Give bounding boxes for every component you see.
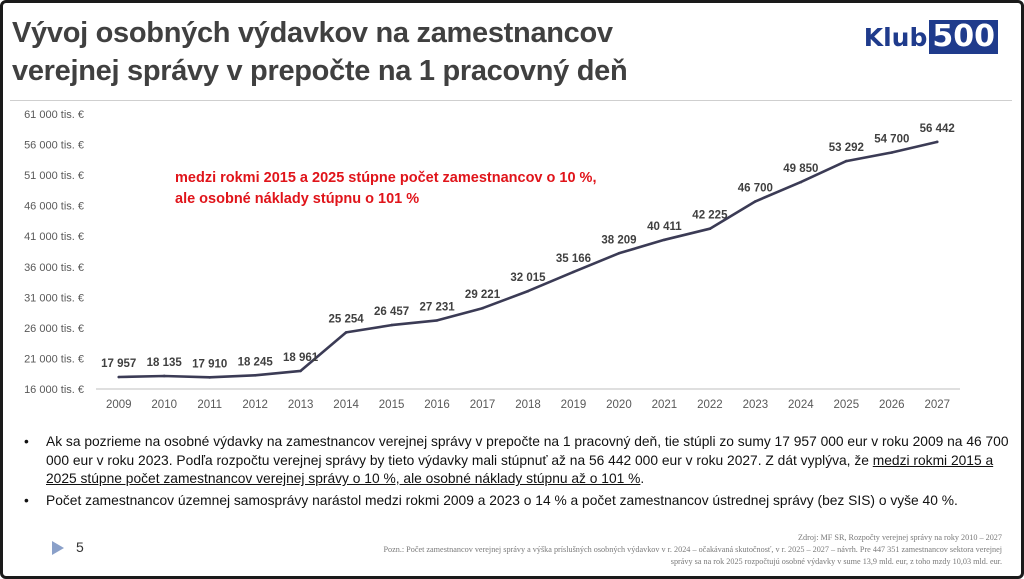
y-tick-label: 41 000 tis. € [24,231,84,243]
data-label: 18 245 [238,356,274,368]
x-tick-label: 2024 [788,399,814,411]
data-point [299,369,302,373]
data-point [572,270,575,274]
data-label: 17 910 [192,358,227,370]
data-label: 35 166 [556,253,591,265]
data-label: 27 231 [419,301,455,313]
data-label: 56 442 [920,123,955,135]
bullet-text-1: Ak sa pozrieme na osobné výdavky na zame… [46,433,1010,489]
x-tick-label: 2026 [879,399,905,411]
line-chart: 16 000 tis. € 21 000 tis. € 26 000 tis. € 3… [24,109,960,411]
data-point [663,238,666,242]
note-line-2: správy sa na rok 2025 rozpočtujú osobné … [670,557,1002,566]
data-label: 26 457 [374,306,409,318]
footer-arrow-icon [52,541,64,555]
data-point [526,289,530,293]
title-line-2: verejnej správy v prepočte na 1 pracovný… [12,55,628,87]
x-tick-label: 2022 [697,399,723,411]
bullet-item-2: • Počet zamestnancov územnej samosprávy … [20,492,1010,511]
y-tick-label: 26 000 tis. € [24,323,84,335]
data-label: 40 411 [647,221,682,233]
x-tick-label: 2016 [424,399,450,411]
title-line-1: Vývoj osobných výdavkov na zamestnancov [12,17,613,49]
x-tick-label: 2027 [924,399,950,411]
bullet-list: • Ak sa pozrieme na osobné výdavky na za… [20,433,1010,513]
data-label: 32 015 [510,272,546,284]
header-separator [10,100,1012,101]
data-label: 17 957 [101,358,136,370]
x-tick-label: 2025 [834,399,860,411]
bullet-1-underlined: medzi rokmi 2015 a 2025 stúpne počet zam… [46,452,994,487]
x-tick-label: 2014 [333,399,359,411]
x-tick-label: 2021 [652,399,678,411]
x-tick-label: 2011 [197,399,222,411]
bullet-1-end: . [640,471,645,486]
bullet-1-text: Ak sa pozrieme na osobné výdavky na zame… [46,434,1009,468]
x-tick-label: 2023 [743,399,769,411]
data-label: 18 135 [147,357,183,369]
y-tick-label: 51 000 tis. € [24,170,84,182]
data-point [481,306,484,310]
data-point [390,323,393,327]
x-tick-label: 2019 [561,399,587,411]
data-point [890,151,894,154]
data-label: 38 209 [601,234,636,246]
bullet-item-1: • Ak sa pozrieme na osobné výdavky na za… [20,433,1010,489]
logo-number: 500 [929,20,998,54]
y-tick-label: 31 000 tis. € [24,292,84,304]
slide-title: Vývoj osobných výdavkov na zamestnancov … [12,14,812,90]
annotation-line-1: medzi rokmi 2015 a 2025 stúpne počet zam… [175,170,597,186]
data-label: 42 225 [692,210,728,222]
note-line-1: Pozn.: Počet zamestnancov verejnej správ… [383,545,1002,554]
x-tick-label: 2013 [288,399,314,411]
y-tick-label: 36 000 tis. € [24,262,84,274]
data-label: 25 254 [329,313,365,325]
x-tick-label: 2018 [515,399,541,411]
y-tick-label: 46 000 tis. € [24,201,84,213]
data-point [799,180,803,184]
data-point [162,374,166,378]
data-label: 54 700 [874,134,909,146]
data-label: 53 292 [829,142,864,154]
y-tick-label: 21 000 tis. € [24,353,84,365]
y-tick-label: 16 000 tis. € [24,384,84,396]
x-tick-label: 2009 [106,399,132,411]
bullet-marker: • [24,434,29,449]
x-tick-label: 2015 [379,399,405,411]
chart-annotation: medzi rokmi 2015 a 2025 stúpne počet zam… [175,168,596,210]
data-label: 18 961 [283,352,319,364]
data-point [208,376,211,379]
source-note: Zdroj: MF SR, Rozpočty verejnej správy n… [383,532,1002,568]
data-label: 46 700 [738,182,773,194]
x-tick-label: 2010 [151,399,177,411]
data-point [935,140,939,144]
data-point [435,319,439,322]
bullet-2-text: Počet zamestnancov územnej samosprávy na… [46,492,958,508]
bullet-marker: • [24,492,29,508]
data-point [253,373,257,377]
data-point [845,159,848,163]
page-number: 5 [76,539,84,555]
klub500-logo: Klub 500 [864,20,998,54]
y-tick-label: 56 000 tis. € [24,140,84,152]
data-point [754,200,757,203]
logo-word: Klub [863,22,928,52]
data-point [617,251,621,255]
data-point [344,331,348,334]
data-label: 49 850 [783,163,818,175]
y-tick-label: 61 000 tis. € [24,109,84,121]
data-point [117,375,121,379]
x-tick-label: 2017 [470,399,496,411]
data-point [708,227,712,231]
x-tick-label: 2012 [242,399,268,411]
x-tick-label: 2020 [606,399,632,411]
data-label: 29 221 [465,289,501,301]
source-line: Zdroj: MF SR, Rozpočty verejnej správy n… [798,533,1002,542]
annotation-line-2: ale osobné náklady stúpnu o 101 % [175,191,420,207]
